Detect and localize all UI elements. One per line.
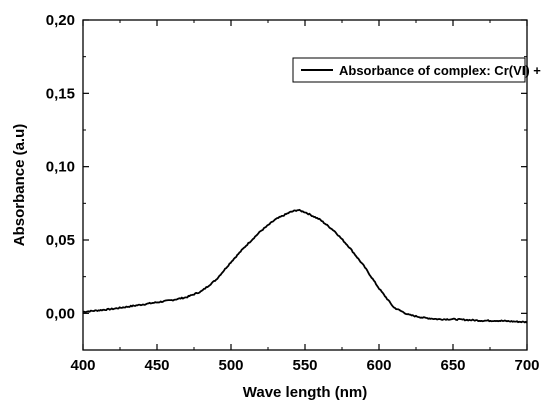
x-axis-title: Wave length (nm) — [243, 384, 367, 401]
y-tick-label: 0,10 — [46, 159, 75, 176]
y-tick-label: 0,00 — [46, 305, 75, 322]
x-tick-label: 650 — [440, 357, 465, 374]
y-tick-label: 0,20 — [46, 12, 75, 29]
x-tick-label: 400 — [70, 357, 95, 374]
legend-label: Absorbance of complex: Cr(VI) + DPC — [339, 63, 543, 78]
x-tick-label: 500 — [218, 357, 243, 374]
x-tick-label: 550 — [292, 357, 317, 374]
series-line — [83, 210, 527, 323]
y-tick-label: 0,15 — [46, 85, 75, 102]
y-axis-title: Absorbance (a.u) — [11, 124, 28, 247]
series-layer — [83, 210, 527, 323]
legend: Absorbance of complex: Cr(VI) + DPC — [293, 58, 543, 82]
x-tick-label: 700 — [514, 357, 539, 374]
x-tick-label: 450 — [144, 357, 169, 374]
y-tick-label: 0,05 — [46, 232, 75, 249]
x-tick-label: 600 — [366, 357, 391, 374]
